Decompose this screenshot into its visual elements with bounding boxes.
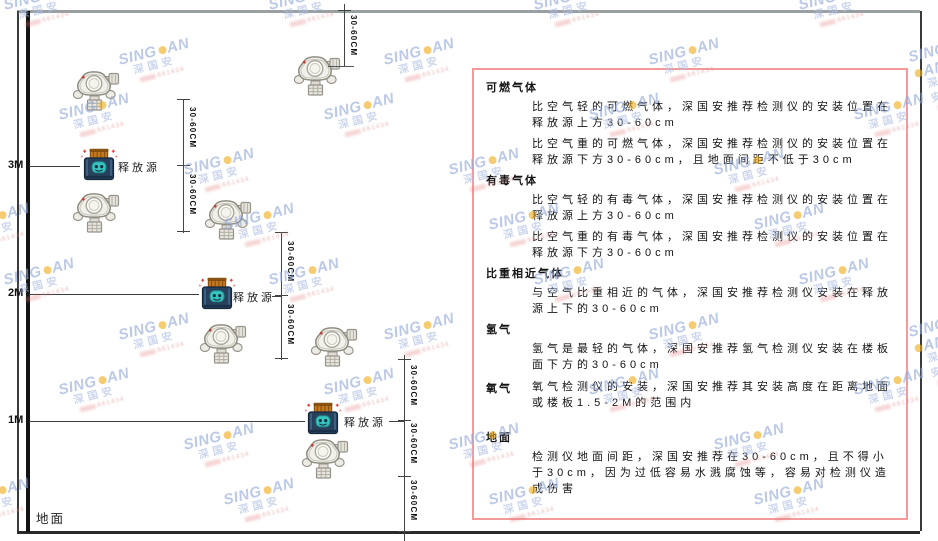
guideline-text: 比空气重的可燃气体，深国安推荐检测仪的安装位置在释放源下方30-60cm，且地面… xyxy=(532,138,892,166)
height-label-1m: 1M xyxy=(8,414,24,426)
ground-label: 地面 xyxy=(36,512,66,526)
guideline-text: 比空气轻的有毒气体，深国安推荐检测仪的安装位置在释放源上方30-60cm xyxy=(532,194,892,222)
height-line-3m xyxy=(29,166,80,168)
dimension-tick xyxy=(398,420,411,422)
section-hydrogen: 氢气 氢气是最轻的气体，深国安推荐氢气检测仪安装在楼板面下方的30-60cm xyxy=(486,322,892,373)
section-combustible-gas: 可燃气体 比空气轻的可燃气体，深国安推荐检测仪的安装位置在释放源上方30-60c… xyxy=(486,80,892,168)
section-oxygen: 氧气 氧气检测仪的安装，深国安推荐其安装高度在距离地面或楼板1.5-2M的范围内 xyxy=(486,379,892,416)
dimension-tick xyxy=(177,99,190,101)
gas-detector-icon xyxy=(293,56,341,96)
section-heading: 氧气 xyxy=(486,383,512,395)
room-frame xyxy=(17,11,922,531)
guideline-text: 氧气检测仪的安装，深国安推荐其安装高度在距离地面或楼板1.5-2M的范围内 xyxy=(532,381,892,409)
section-heading: 地面 xyxy=(486,432,512,444)
gas-detector-icon xyxy=(301,439,349,479)
dimension-tick xyxy=(398,531,411,533)
dimension-tick xyxy=(275,232,288,234)
dimension-label: 30-60CM xyxy=(409,423,418,465)
section-ground: 地面 检测仪地面间距，深国安推荐在30-60cm，且不得小于30cm，因为过低容… xyxy=(486,430,892,497)
dimension-label: 30-60CM xyxy=(349,15,358,57)
dimension-tick xyxy=(398,359,411,361)
height-line-2m xyxy=(29,294,199,296)
section-toxic-gas: 有毒气体 比空气轻的有毒气体，深国安推荐检测仪的安装位置在释放源上方30-60c… xyxy=(486,173,892,261)
dimension-tick xyxy=(177,231,190,233)
dimension-label: 30-60CM xyxy=(188,107,197,149)
watermark-dot-icon xyxy=(0,484,7,495)
release-source-icon xyxy=(304,402,342,435)
dimension-tick xyxy=(398,476,411,478)
dimension-line xyxy=(183,100,185,233)
guideline-text: 检测仪地面间距，深国安推荐在30-60cm，且不得小于30cm，因为过低容易水溅… xyxy=(532,451,890,495)
gas-detector-icon xyxy=(72,193,120,233)
watermark-dot-icon xyxy=(0,209,7,220)
release-source-label: 释放源 xyxy=(344,417,386,429)
guideline-panel: 可燃气体 比空气轻的可燃气体，深国安推荐检测仪的安装位置在释放源上方30-60c… xyxy=(472,68,908,520)
guideline-text: 与空气比重相近的气体，深国安推荐检测仪安装在释放源上下的30-60cm xyxy=(532,287,892,315)
dimension-line xyxy=(281,233,283,360)
gas-detector-icon xyxy=(72,71,120,111)
ceiling-line xyxy=(17,10,920,13)
wall-line xyxy=(26,11,30,532)
gas-detector-icon xyxy=(310,327,358,367)
dimension-tick xyxy=(275,295,288,297)
dimension-label: 30-60CM xyxy=(409,480,418,522)
gas-detector-icon xyxy=(204,200,252,240)
dimension-label: 30-60CM xyxy=(286,241,295,283)
section-heading: 可燃气体 xyxy=(486,82,538,94)
release-source-icon xyxy=(80,148,118,181)
guideline-text: 比空气轻的可燃气体，深国安推荐检测仪的安装位置在释放源上方30-60cm xyxy=(532,101,892,129)
guideline-text: 氢气是最轻的气体，深国安推荐氢气检测仪安装在楼板面下方的30-60cm xyxy=(532,343,892,371)
section-heading: 比重相近气体 xyxy=(486,268,564,280)
section-similar-density-gas: 比重相近气体 与空气比重相近的气体，深国安推荐检测仪安装在释放源上下的30-60… xyxy=(486,266,892,317)
release-source-label: 释放源 xyxy=(233,292,275,304)
ground-line xyxy=(17,531,920,534)
dimension-extension xyxy=(328,66,354,68)
dimension-tick xyxy=(275,358,288,360)
label-connector xyxy=(272,296,282,298)
gas-detector-icon xyxy=(199,324,247,364)
dimension-label: 30-60CM xyxy=(188,174,197,216)
guideline-text: 比空气重的有毒气体，深国安推荐检测仪的安装位置在释放源下方30-60cm xyxy=(532,231,892,259)
label-connector xyxy=(389,421,405,423)
dimension-line xyxy=(404,355,406,541)
height-label-2m: 2M xyxy=(8,287,24,299)
dimension-tick xyxy=(338,10,351,12)
dimension-label: 30-60CM xyxy=(409,365,418,407)
release-source-label: 释放源 xyxy=(118,162,160,174)
dimension-label: 30-60CM xyxy=(286,304,295,346)
height-line-1m xyxy=(29,421,305,423)
dimension-tick xyxy=(177,165,190,167)
dimension-line xyxy=(344,4,346,67)
section-heading: 氢气 xyxy=(486,324,512,336)
section-heading: 有毒气体 xyxy=(486,175,538,187)
height-label-3m: 3M xyxy=(8,159,24,171)
release-source-icon xyxy=(198,277,236,310)
